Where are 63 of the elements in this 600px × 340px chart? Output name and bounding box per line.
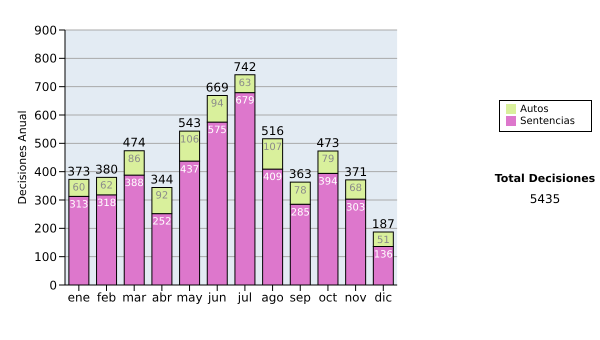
x-tick-label: ago: [261, 290, 284, 305]
data-label: 679: [235, 96, 254, 107]
total-label: 669: [206, 80, 229, 94]
x-tick-label: may: [176, 290, 203, 305]
data-label: 86: [128, 154, 141, 165]
legend-label: Autos: [520, 104, 549, 115]
data-label: 437: [180, 164, 200, 176]
y-tick-label: 700: [34, 80, 57, 94]
data-label: 388: [124, 178, 144, 190]
total-label: 516: [261, 124, 284, 138]
text: 5435: [528, 192, 562, 206]
legend-label: Sentencias: [520, 116, 575, 127]
data-label: 62: [100, 180, 113, 192]
data-label: 106: [180, 134, 200, 146]
data-label: 313: [69, 199, 88, 210]
data-label: 79: [322, 154, 334, 166]
y-axis-title: Decisiones Anual: [16, 110, 29, 205]
x-tick-label: oct: [318, 290, 338, 305]
y-tick-label: 900: [34, 23, 57, 38]
x-tick-label: jul: [236, 290, 252, 305]
x-tick-label: abr: [152, 290, 172, 305]
data-label: 68: [349, 182, 362, 194]
y-tick-label: 800: [34, 52, 57, 66]
x-tick-label: nov: [344, 290, 367, 305]
data-label: 303: [346, 202, 366, 214]
data-label: 575: [208, 125, 227, 136]
total-label: 543: [178, 116, 202, 130]
data-label: 94: [210, 98, 224, 110]
total-label: 473: [316, 136, 340, 150]
data-label: 394: [318, 176, 338, 188]
total-label: 344: [150, 172, 174, 187]
total-label: 187: [372, 217, 395, 232]
data-label: 78: [294, 185, 307, 196]
y-tick-label: 200: [34, 222, 57, 236]
total-label: 474: [122, 136, 146, 150]
x-tick-label: feb: [96, 290, 116, 305]
y-tick-label: 100: [34, 250, 57, 264]
data-label: 252: [152, 216, 172, 228]
x-tick-label: jun: [206, 290, 226, 305]
data-label: 409: [263, 172, 282, 184]
data-label: 63: [238, 78, 252, 89]
total-label: 380: [95, 162, 118, 176]
y-tick-label: 300: [34, 193, 57, 208]
y-tick-label: 0: [49, 278, 57, 292]
data-label: 136: [374, 250, 393, 261]
y-tick-label: 400: [34, 164, 57, 179]
total-label: 371: [344, 164, 368, 179]
text: Total Decisiones: [494, 172, 596, 185]
x-tick-label: mar: [122, 290, 146, 305]
data-label: 285: [290, 207, 310, 218]
x-tick-label: ene: [68, 290, 90, 305]
total-label: 373: [67, 164, 90, 178]
x-tick-label: sep: [290, 290, 311, 305]
data-label: 107: [263, 142, 282, 153]
y-tick-label: 600: [34, 108, 57, 122]
data-label: 51: [376, 235, 390, 246]
total-label: 742: [233, 60, 256, 74]
data-label: 318: [97, 198, 116, 209]
x-tick-label: dic: [374, 290, 392, 305]
data-label: 60: [72, 182, 86, 194]
total-label: 363: [288, 167, 312, 182]
y-tick-label: 500: [34, 136, 57, 151]
data-label: 92: [156, 190, 168, 202]
